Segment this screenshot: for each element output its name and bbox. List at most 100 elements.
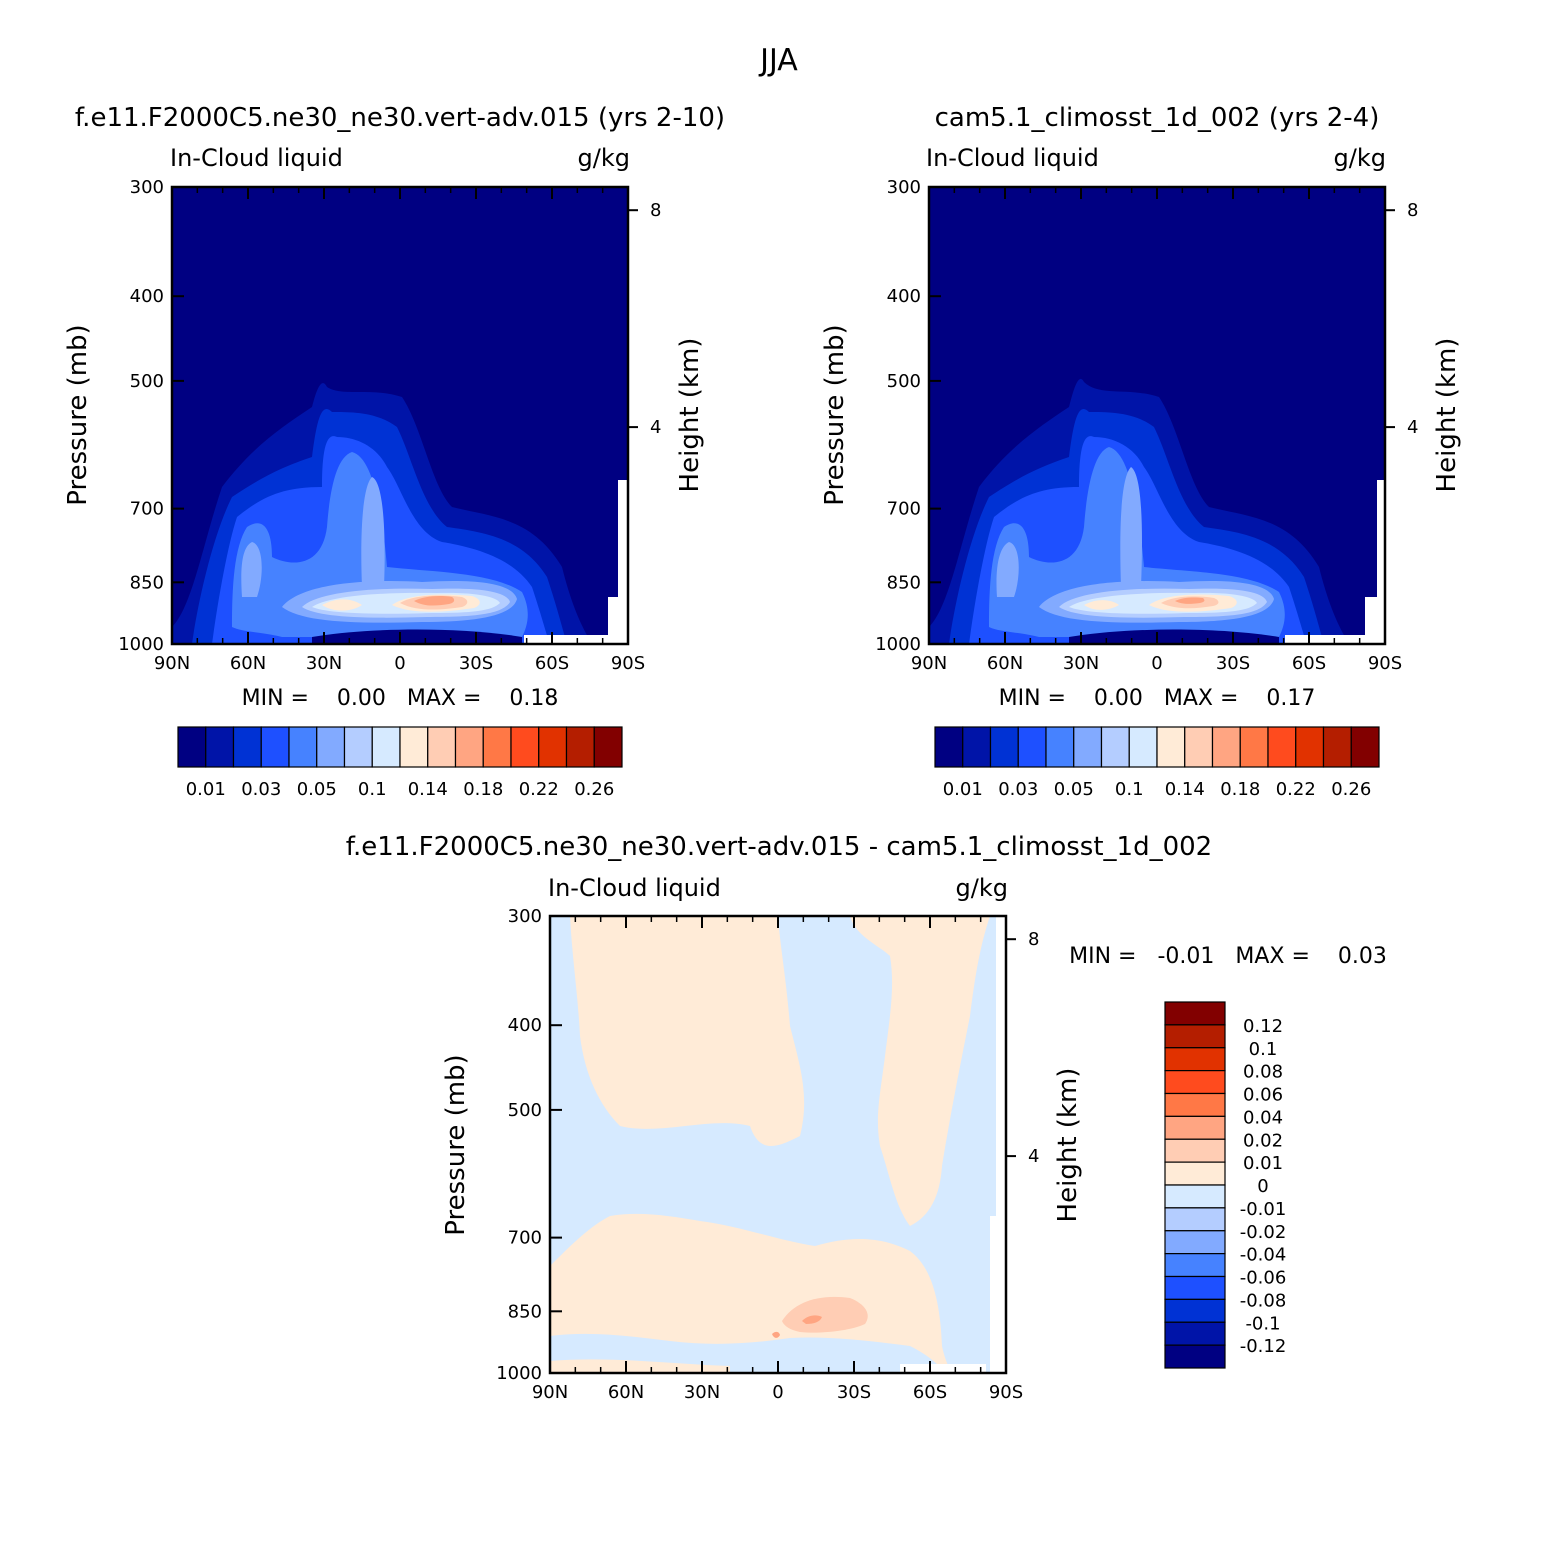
y2-tick-label: 8 xyxy=(1028,929,1039,950)
colorbar-box xyxy=(1128,726,1158,768)
colorbar-box xyxy=(1164,1275,1226,1300)
colorbar-box xyxy=(1164,1001,1226,1026)
colorbar-box xyxy=(1100,726,1130,768)
colorbar-box xyxy=(1164,1298,1226,1323)
colorbar-box xyxy=(1164,1184,1226,1209)
y-tick-label: 400 xyxy=(130,286,164,307)
colorbar-box xyxy=(343,726,373,768)
y-tick-label: 500 xyxy=(508,1100,542,1121)
colorbar-box xyxy=(989,726,1019,768)
figure-title: JJA xyxy=(758,43,798,78)
colorbar-box xyxy=(288,726,318,768)
colorbar-box xyxy=(205,726,235,768)
colorbar-label: 0.01 xyxy=(943,779,983,800)
panel-bottom-difference: f.e11.F2000C5.ne30_ne30.vert-adv.015 - c… xyxy=(346,832,1387,1403)
colorbar-label: 0.01 xyxy=(1243,1153,1283,1174)
colorbar-label: 0.03 xyxy=(241,779,281,800)
colorbar-box xyxy=(1295,726,1325,768)
x-tick-label: 30S xyxy=(837,1382,871,1403)
y-tick-label: 700 xyxy=(887,499,921,520)
colorbar-label: 0.02 xyxy=(1243,1130,1283,1151)
y-tick-label: 400 xyxy=(887,286,921,307)
colorbar-box xyxy=(371,726,401,768)
y2-tick-label: 4 xyxy=(650,417,661,438)
x-tick-label: 30N xyxy=(1063,653,1099,674)
x-tick-label: 0 xyxy=(394,653,405,674)
colorbar-box xyxy=(482,726,512,768)
colorbar-box xyxy=(1350,726,1380,768)
colorbar-box xyxy=(934,726,964,768)
y2-tick-label: 4 xyxy=(1407,417,1418,438)
colorbar-label: 0.1 xyxy=(358,779,387,800)
x-tick-label: 0 xyxy=(1151,653,1162,674)
y-tick-label: 1000 xyxy=(875,634,921,655)
colorbar-box xyxy=(177,726,207,768)
colorbar-label: -0.06 xyxy=(1240,1268,1287,1289)
minmax-label: MIN = 0.00 MAX = 0.17 xyxy=(999,686,1316,711)
y-axis-label: Pressure (mb) xyxy=(820,324,850,505)
units-label: g/kg xyxy=(956,874,1008,902)
colorbar-box xyxy=(1164,1092,1226,1117)
colorbar-box xyxy=(1164,1253,1226,1278)
colorbar-label: 0.08 xyxy=(1243,1062,1283,1083)
x-tick-label: 90S xyxy=(1368,653,1402,674)
colorbar-label: 0.22 xyxy=(1276,779,1316,800)
x-tick-label: 90N xyxy=(154,653,190,674)
colorbar-label: -0.12 xyxy=(1240,1336,1287,1357)
panel-top-left: f.e11.F2000C5.ne30_ne30.vert-adv.015 (yr… xyxy=(63,103,725,800)
y2-axis-label: Height (km) xyxy=(675,338,705,493)
x-tick-label: 30N xyxy=(684,1382,720,1403)
colorbar-box xyxy=(316,726,346,768)
colorbar-box xyxy=(1267,726,1297,768)
colorbar-box xyxy=(427,726,457,768)
colorbar-label: 0.05 xyxy=(1054,779,1094,800)
colorbar-label: 0.03 xyxy=(998,779,1038,800)
colorbar: 0.01 0.03 0.05 0.1 0.14 0.18 0.22 0.26 xyxy=(177,726,623,800)
colorbar-label: 0.14 xyxy=(1165,779,1205,800)
y2-tick-label: 4 xyxy=(1028,1146,1039,1167)
colorbar-box xyxy=(1164,1138,1226,1163)
colorbar-box xyxy=(1239,726,1269,768)
y-tick-label: 850 xyxy=(130,572,164,593)
y2-axis-label: Height (km) xyxy=(1053,1068,1083,1223)
variable-label: In-Cloud liquid xyxy=(548,874,721,902)
colorbar-box xyxy=(1164,1230,1226,1255)
colorbar-label: 0.05 xyxy=(297,779,337,800)
colorbar-box xyxy=(1164,1070,1226,1095)
x-tick-label: 30N xyxy=(306,653,342,674)
colorbar-label: -0.01 xyxy=(1240,1199,1287,1220)
y-tick-label: 1000 xyxy=(118,634,164,655)
colorbar-vertical: 0.120.10.080.060.040.020.010-0.01-0.02-0… xyxy=(1164,1001,1287,1369)
colorbar-box xyxy=(1164,1161,1226,1186)
y-axis-label: Pressure (mb) xyxy=(441,1054,471,1235)
contour-field xyxy=(550,916,1006,1373)
colorbar-box xyxy=(593,726,623,768)
y-tick-label: 500 xyxy=(887,371,921,392)
colorbar-label: 0.26 xyxy=(1331,779,1371,800)
y-tick-label: 300 xyxy=(508,906,542,927)
colorbar-box xyxy=(538,726,568,768)
y-tick-label: 500 xyxy=(130,371,164,392)
x-tick-label: 90N xyxy=(911,653,947,674)
variable-label: In-Cloud liquid xyxy=(170,144,343,172)
panel-title: cam5.1_climosst_1d_002 (yrs 2-4) xyxy=(935,103,1380,133)
colorbar-box xyxy=(1164,1024,1226,1049)
contour-field xyxy=(172,187,628,644)
x-tick-label: 60N xyxy=(608,1382,644,1403)
y-tick-label: 850 xyxy=(508,1301,542,1322)
y-tick-label: 400 xyxy=(508,1015,542,1036)
colorbar-box xyxy=(565,726,595,768)
y-tick-label: 850 xyxy=(887,572,921,593)
x-tick-label: 90S xyxy=(611,653,645,674)
y-tick-label: 300 xyxy=(887,177,921,198)
colorbar-box xyxy=(1164,1207,1226,1232)
variable-label: In-Cloud liquid xyxy=(926,144,1099,172)
axis-group: 90N 60N 30N 0 30S 60S 90S 300 400 500 700 850 1000 8 4 xyxy=(875,177,1418,674)
colorbar-box xyxy=(1164,1047,1226,1072)
y2-tick-label: 8 xyxy=(650,200,661,221)
y-tick-label: 700 xyxy=(130,499,164,520)
units-label: g/kg xyxy=(578,144,630,172)
colorbar-box xyxy=(1045,726,1075,768)
colorbar-box xyxy=(399,726,429,768)
